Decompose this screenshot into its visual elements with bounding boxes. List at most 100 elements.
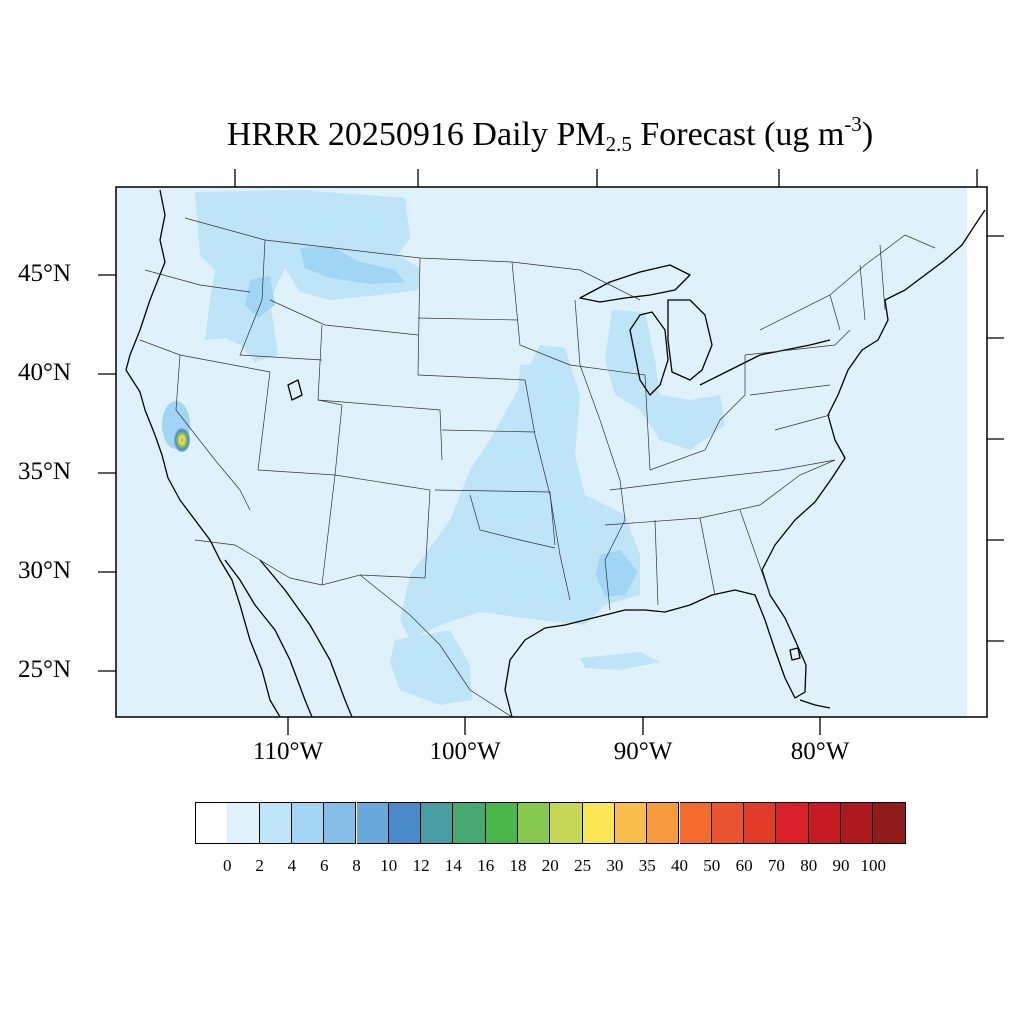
plume-northern-rockies xyxy=(195,190,420,362)
unfilled-east-margin xyxy=(967,187,987,717)
colorbar-swatch-12 xyxy=(582,802,615,844)
border-mt-wy xyxy=(269,299,419,336)
map-frame xyxy=(115,186,988,718)
colorbar-tick-label: 70 xyxy=(767,856,785,875)
border-ks-ok xyxy=(434,489,556,546)
lat-label-30: 30°N xyxy=(18,557,72,584)
plume-south-texas xyxy=(390,630,472,705)
plume-gulf-coast xyxy=(580,652,660,670)
mexico-pacific-coast xyxy=(259,559,353,717)
border-mn-east xyxy=(511,261,571,366)
title-superscript: -3 xyxy=(844,112,862,136)
lon-label-100w: 100°W xyxy=(429,738,501,765)
colorbar-tick-label: 12 xyxy=(412,856,430,875)
mexico-border xyxy=(194,539,513,717)
colorbar-swatch-16 xyxy=(711,802,745,844)
colorbar-swatch-8 xyxy=(453,802,486,844)
florida-keys xyxy=(799,699,831,709)
atlantic-coastline xyxy=(761,209,986,571)
colorbar-swatch-11 xyxy=(550,802,583,844)
colorbar-tick-label: 16 xyxy=(477,856,495,875)
hotspot-fire xyxy=(174,428,190,452)
border-ut-co-az-nm xyxy=(257,324,343,476)
plume-mississippi-core xyxy=(596,550,638,597)
colorbar-swatch-2 xyxy=(259,802,292,844)
colorbar-swatch-14 xyxy=(647,802,680,844)
title-suffix: ) xyxy=(861,116,874,153)
colorbar-tick-label: 6 xyxy=(319,856,329,875)
border-ia-mo-ar xyxy=(524,379,571,601)
colorbar-tick-label: 2 xyxy=(255,856,264,875)
border-ca-nv xyxy=(175,354,251,511)
gulf-coastline xyxy=(504,569,807,717)
colorbar-swatch-5 xyxy=(356,802,389,844)
colorbar-swatch-0 xyxy=(195,802,229,844)
colorbar-tick-label: 18 xyxy=(509,856,527,875)
colorbar-tick-label: 30 xyxy=(606,856,624,875)
lon-label-80w: 80°W xyxy=(790,738,850,765)
lake-erie-ontario-shore xyxy=(699,339,831,386)
colorbar-tick-label: 4 xyxy=(287,856,297,875)
colorbar-tick-label: 8 xyxy=(352,856,361,875)
border-carolinas-va xyxy=(759,414,836,506)
title-subscript: 2.5 xyxy=(605,132,632,156)
border-il-in-oh xyxy=(644,355,746,471)
colorbar-swatch-10 xyxy=(518,802,551,844)
colorbar-tick-label: 40 xyxy=(671,856,688,875)
border-dakotas xyxy=(417,257,526,381)
plume-idaho-core xyxy=(245,276,275,318)
colorbar-swatch-15 xyxy=(679,802,712,844)
lat-label-45: 45°N xyxy=(18,260,72,287)
border-mississippi-river xyxy=(574,299,626,611)
border-tn-ky xyxy=(609,459,836,491)
plume-plains xyxy=(400,345,640,640)
border-new-england xyxy=(829,244,886,331)
colorbar-tick-label: 80 xyxy=(800,856,818,875)
colorbar-tick-label: 100 xyxy=(860,856,887,875)
lon-label-110w: 110°W xyxy=(252,738,324,765)
chart-title: HRRR 20250916 Daily PM2.5 Forecast (ug m… xyxy=(0,112,1024,157)
border-id-east xyxy=(239,239,323,361)
colorbar-tick-label: 25 xyxy=(574,856,592,875)
great-lakes-shore-michigan xyxy=(629,311,669,396)
border-pa-ny xyxy=(744,329,851,396)
baja-gulf-coast xyxy=(224,559,313,717)
title-middle: Forecast (ug m xyxy=(631,116,845,153)
lat-label-35: 35°N xyxy=(18,458,72,485)
plume-illinois xyxy=(518,362,570,420)
colorbar-tick-label: 10 xyxy=(380,856,398,875)
border-nm-tx xyxy=(334,474,431,579)
colorbar-swatch-1 xyxy=(227,802,260,844)
lat-label-40: 40°N xyxy=(18,359,72,386)
colorbar-tick-label: 35 xyxy=(638,856,656,875)
colorbar-swatch-6 xyxy=(388,802,422,844)
colorbar-swatch-4 xyxy=(324,802,357,844)
colorbar-tick-label: 60 xyxy=(735,856,753,875)
lake-okeechobee xyxy=(789,647,801,661)
colorbar-swatch-13 xyxy=(614,802,648,844)
lon-label-90w: 90°W xyxy=(613,738,673,765)
border-wy-co xyxy=(317,399,443,461)
title-prefix: HRRR 20250916 Daily PM xyxy=(226,116,606,153)
border-nd-sd xyxy=(417,317,519,321)
colorbar-swatch-19 xyxy=(808,802,841,844)
great-salt-lake xyxy=(287,379,303,401)
plume-montana-core xyxy=(300,246,405,284)
colorbar-tick-label: 20 xyxy=(541,856,559,875)
canada-border-east xyxy=(759,234,936,331)
lat-label-25: 25°N xyxy=(18,656,72,683)
border-nv-ut xyxy=(257,371,271,471)
colorbar-swatch-20 xyxy=(841,802,874,844)
colorbar-swatch-7 xyxy=(421,802,454,844)
colorbar-tick-label: 0 xyxy=(223,856,232,875)
colorbar-swatch-9 xyxy=(485,802,518,844)
colorbar-swatch-21 xyxy=(873,802,906,844)
colorbar-tick-label: 50 xyxy=(703,856,721,875)
colorbar-swatch-17 xyxy=(744,802,777,844)
colorbar-swatch-18 xyxy=(776,802,809,844)
colorbar-tick-label: 14 xyxy=(444,856,462,875)
border-ok-tx-red-river xyxy=(469,494,556,549)
border-wi-il xyxy=(569,364,646,376)
lake-michigan-east-shore xyxy=(667,299,713,381)
